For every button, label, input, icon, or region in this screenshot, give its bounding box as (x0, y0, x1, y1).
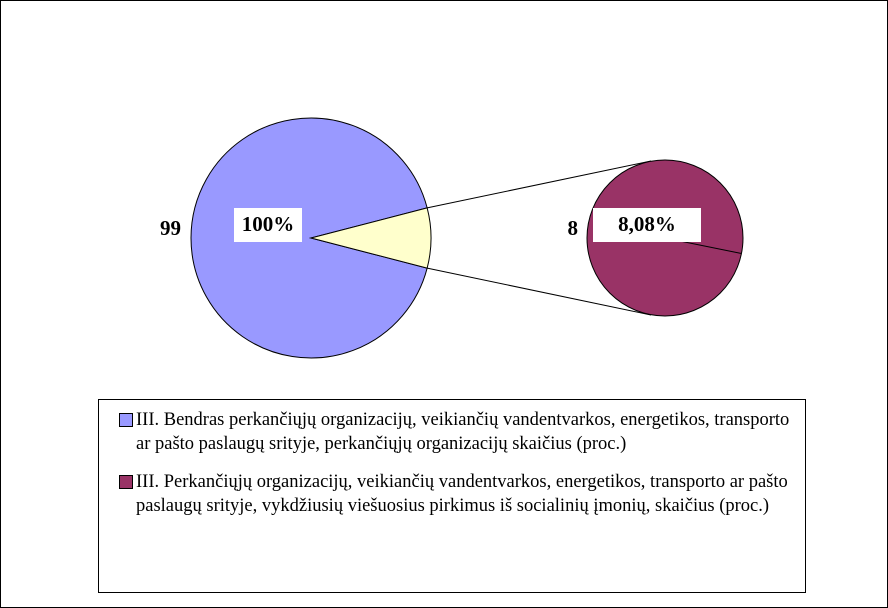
legend-label: III. Perkančiųjų organizacijų, veikianči… (136, 472, 788, 516)
legend: III. Bendras perkančiųjų organizacijų, v… (98, 399, 806, 593)
count-label: 8 (568, 216, 579, 240)
label-box (234, 208, 302, 242)
legend-label: III. Bendras perkančiųjų organizacijų, v… (136, 410, 790, 454)
connector (427, 267, 652, 316)
label-box (593, 208, 701, 242)
value-label: 100% (242, 212, 295, 236)
count-label: 99 (160, 216, 181, 240)
connector (427, 160, 652, 209)
value-label: 8,08% (618, 212, 676, 236)
legend-key (119, 413, 133, 427)
legend-entry: III. Perkančiųjų organizacijų, veikianči… (109, 470, 795, 518)
legend-key (119, 475, 133, 489)
legend-entry: III. Bendras perkančiųjų organizacijų, v… (109, 408, 795, 456)
